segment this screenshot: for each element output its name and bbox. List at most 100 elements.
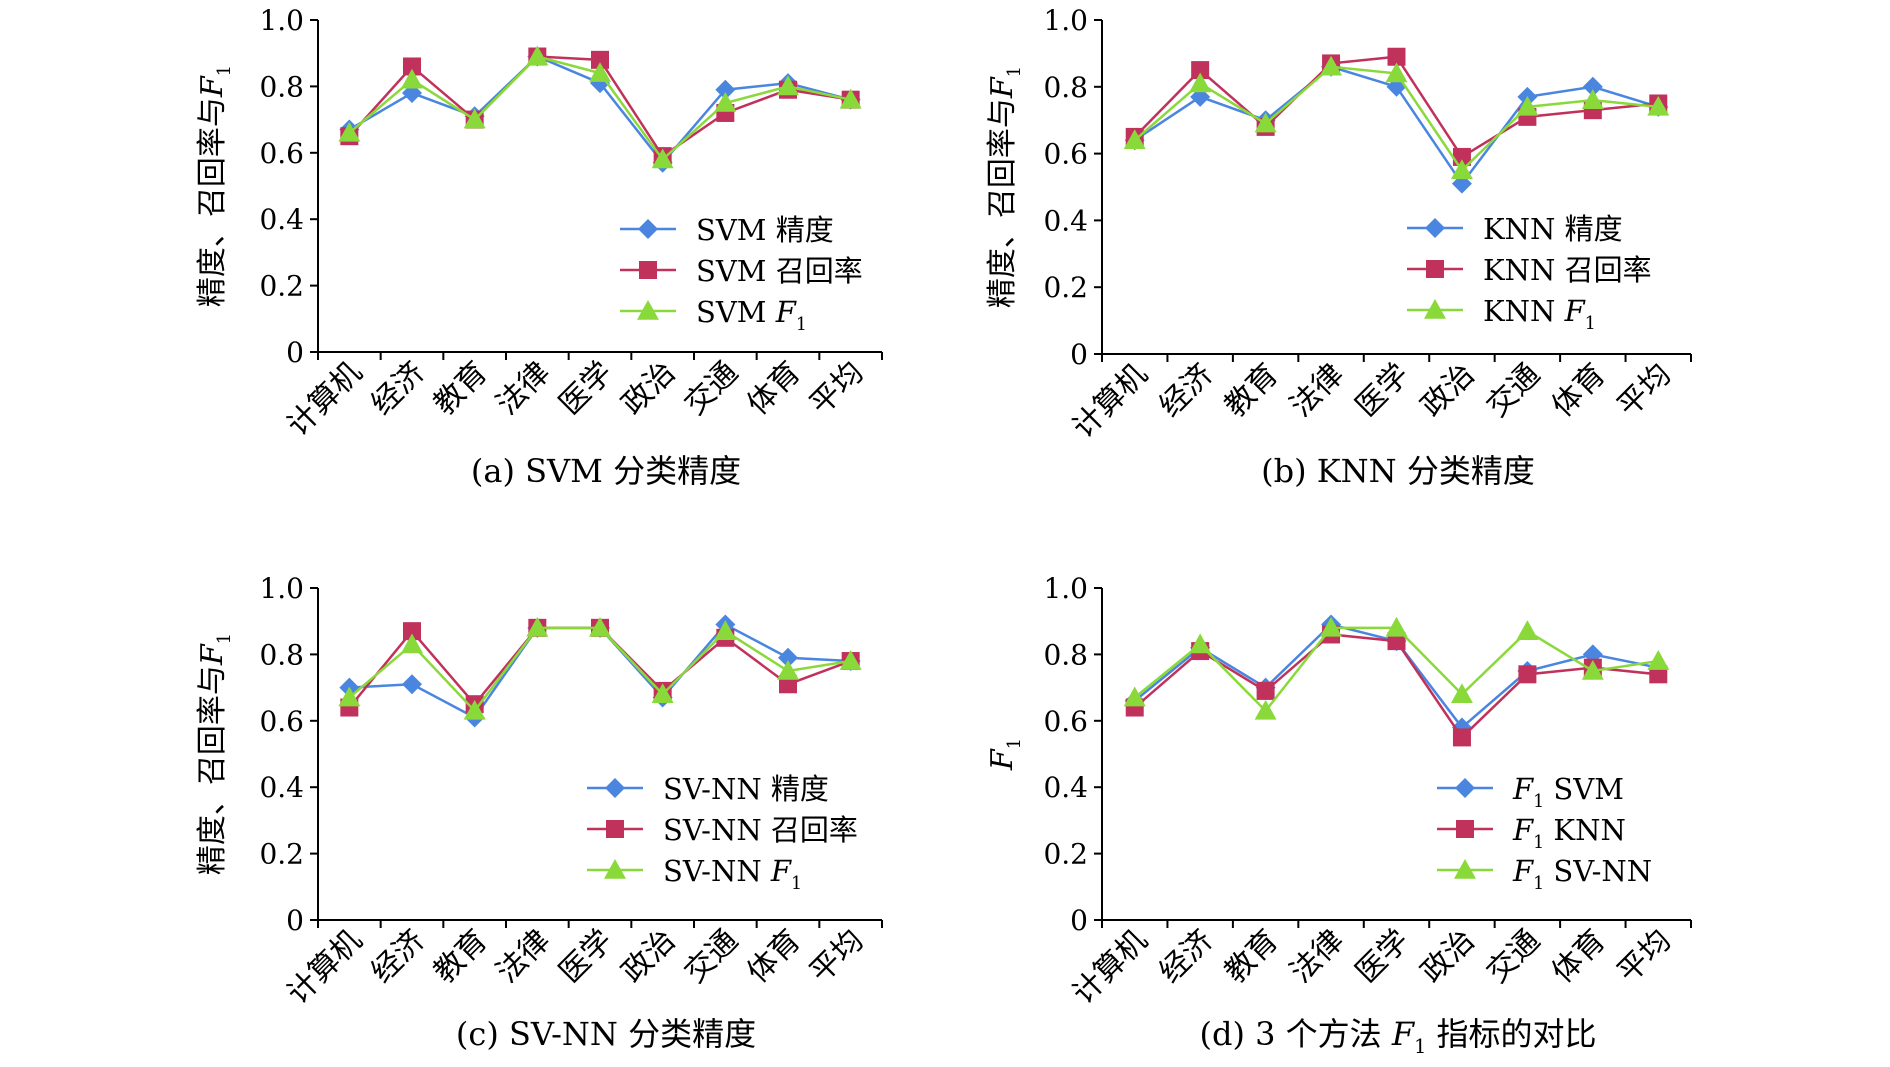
- legend-label: SVM F1: [696, 295, 807, 335]
- data-point: [1581, 89, 1604, 109]
- legend-label: KNN 召回率: [1483, 253, 1652, 287]
- data-point: [338, 686, 361, 707]
- x-tick-label: 经济: [364, 355, 431, 422]
- data-point: [1123, 129, 1146, 150]
- data-point: [591, 50, 609, 69]
- y-axis-title: F1: [985, 738, 1025, 771]
- x-tick-label: 经济: [1153, 357, 1220, 424]
- data-point: [1320, 616, 1343, 637]
- y-tick-label: 0: [286, 336, 304, 369]
- legend: SVM 精度 SVM 召回率 SVM F1: [620, 213, 863, 335]
- y-tick-label: 0.4: [1043, 771, 1088, 804]
- x-tick-label: 平均: [803, 355, 870, 422]
- x-tick-label: 交通: [1480, 357, 1547, 424]
- data-point: [1256, 681, 1275, 700]
- data-point: [1385, 62, 1408, 83]
- data-point: [777, 660, 799, 680]
- y-axis-title: 精度、召回率与F1: [985, 66, 1025, 308]
- x-tick-label: 教育: [427, 923, 494, 990]
- data-point: [651, 148, 674, 169]
- series-line: [348, 626, 851, 713]
- legend-label: SVM 召回率: [696, 254, 863, 288]
- series-line: [348, 626, 852, 709]
- legend-label: SVM 精度: [696, 213, 834, 247]
- y-tick-label: 1.0: [259, 572, 304, 605]
- x-tick-label: 医学: [1349, 923, 1416, 990]
- x-tick-label: 政治: [1414, 357, 1481, 424]
- y-tick-label: 0.8: [259, 638, 304, 671]
- data-point: [1647, 650, 1670, 670]
- data-point: [714, 92, 737, 112]
- data-point: [1516, 620, 1539, 640]
- data-point: [1387, 47, 1406, 66]
- legend-marker: [1455, 778, 1475, 798]
- y-tick-label: 1.0: [1043, 4, 1088, 37]
- x-tick-label: 法律: [490, 923, 557, 990]
- y-axis-title: 精度、召回率与F1: [195, 65, 235, 307]
- legend-label: KNN 精度: [1483, 212, 1623, 246]
- x-tick-label: 政治: [615, 355, 682, 422]
- legend-marker: [606, 820, 624, 838]
- y-tick-label: 0.4: [259, 203, 304, 236]
- legend-label: SV-NN F1: [663, 854, 802, 894]
- y-tick-label: 0.6: [1043, 705, 1088, 738]
- x-tick-label: 平均: [1611, 923, 1678, 990]
- chart-panel-3: 00.20.40.60.81.0计算机经济教育法律医学政治交通体育平均精度、召回…: [195, 572, 883, 1053]
- data-point: [1385, 616, 1408, 637]
- y-tick-label: 0: [286, 904, 304, 937]
- legend-marker: [1424, 299, 1446, 319]
- y-tick-label: 0.4: [259, 771, 304, 804]
- data-point: [1189, 633, 1212, 654]
- data-point: [1450, 683, 1473, 704]
- data-point: [1123, 686, 1146, 707]
- data-point: [715, 79, 736, 100]
- y-tick-label: 0.8: [1043, 71, 1088, 104]
- data-point: [338, 121, 361, 142]
- legend-label: F1 KNN: [1512, 813, 1626, 853]
- legend-marker: [605, 778, 625, 798]
- x-tick-label: 经济: [364, 923, 431, 990]
- x-tick-label: 平均: [803, 923, 870, 990]
- legend: SV-NN 精度 SV-NN 召回率 SV-NN F1: [587, 772, 858, 894]
- chart-panel-4: 00.20.40.60.81.0计算机经济教育法律医学政治交通体育平均F1F1 …: [985, 572, 1692, 1058]
- legend-marker: [639, 261, 657, 279]
- data-point: [401, 633, 423, 654]
- x-tick-label: 教育: [427, 355, 494, 422]
- y-tick-label: 0.6: [259, 705, 304, 738]
- y-tick-label: 0: [1070, 338, 1088, 371]
- y-tick-label: 1.0: [1043, 572, 1088, 605]
- data-point: [839, 650, 862, 670]
- y-tick-label: 0.8: [259, 70, 304, 103]
- x-tick-label: 政治: [615, 923, 682, 990]
- legend-marker: [1426, 260, 1444, 278]
- y-tick-label: 0.8: [1043, 638, 1088, 671]
- data-point: [1189, 72, 1212, 93]
- x-tick-label: 教育: [1218, 357, 1285, 424]
- chart-panel-2: 00.20.40.60.81.0计算机经济教育法律医学政治交通体育平均精度、召回…: [985, 4, 1692, 490]
- x-tick-label: 体育: [1545, 923, 1612, 990]
- legend-marker: [1456, 820, 1474, 838]
- y-tick-label: 0.6: [1043, 138, 1088, 171]
- y-tick-label: 0.2: [259, 270, 304, 303]
- x-tick-label: 教育: [1218, 923, 1285, 990]
- data-point: [526, 616, 549, 637]
- data-point: [778, 647, 798, 668]
- series-2: [1125, 625, 1668, 747]
- x-tick-label: 医学: [552, 923, 619, 990]
- data-point: [777, 75, 799, 96]
- y-tick-label: 0.2: [259, 838, 304, 871]
- y-tick-label: 0.6: [259, 137, 304, 170]
- y-tick-label: 0.2: [1043, 271, 1088, 304]
- legend-marker: [1425, 218, 1445, 238]
- y-tick-label: 1.0: [259, 4, 304, 37]
- x-tick-label: 交通: [678, 355, 745, 422]
- x-tick-label: 医学: [552, 355, 619, 422]
- legend-marker: [1454, 859, 1476, 879]
- data-point: [403, 622, 421, 641]
- x-tick-label: 体育: [740, 355, 807, 422]
- x-tick-label: 法律: [1284, 923, 1351, 990]
- data-point: [839, 88, 862, 109]
